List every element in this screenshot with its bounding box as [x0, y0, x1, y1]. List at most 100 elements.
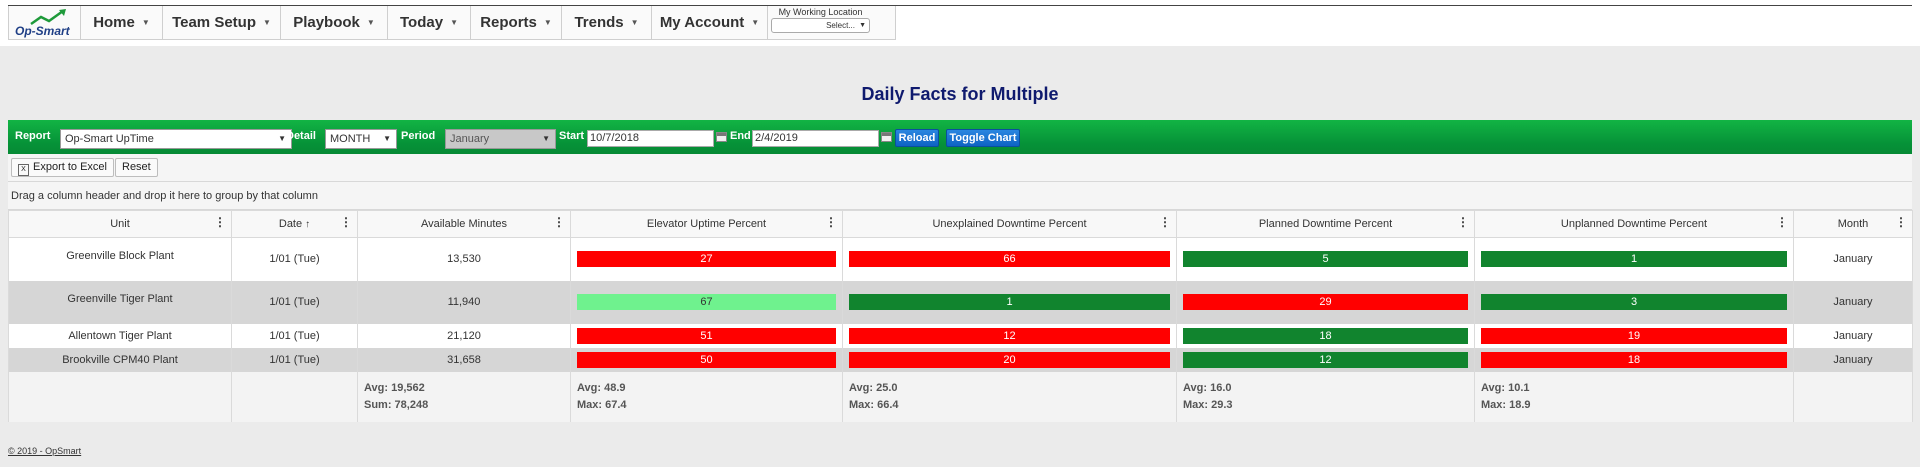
- cell-month: January: [1793, 280, 1913, 324]
- chevron-down-icon: ▼: [141, 18, 150, 27]
- column-header-uptime[interactable]: Elevator Uptime Percent ⋮: [570, 210, 843, 238]
- planned-bar: 29: [1183, 294, 1468, 310]
- column-header-label: Month: [1837, 218, 1869, 230]
- table-row[interactable]: Greenville Block Plant 1/01 (Tue) 13,530…: [8, 237, 1913, 281]
- nav-home[interactable]: Home ▼: [81, 6, 163, 39]
- unplanned-bar: 18: [1481, 351, 1787, 368]
- column-menu-icon[interactable]: ⋮: [340, 215, 352, 229]
- chevron-down-icon: ▼: [383, 134, 391, 143]
- chevron-down-icon: ▼: [366, 18, 375, 27]
- planned-bar: 18: [1183, 327, 1468, 344]
- column-header-label: Date: [278, 218, 303, 230]
- nav-trends[interactable]: Trends ▼: [562, 6, 652, 39]
- cell-unexplained: 1: [842, 280, 1177, 324]
- nav-team-setup[interactable]: Team Setup ▼: [163, 6, 281, 39]
- cell-unplanned: 18: [1474, 347, 1794, 372]
- calendar-icon[interactable]: [716, 132, 727, 142]
- calendar-icon[interactable]: [881, 132, 892, 142]
- column-menu-icon[interactable]: ⋮: [1776, 215, 1788, 229]
- aggregate-available-minutes: Avg: 19,562 Sum: 78,248: [357, 371, 571, 422]
- unexplained-bar: 12: [849, 327, 1170, 344]
- column-header-label: Planned Downtime Percent: [1258, 218, 1393, 230]
- column-header-label: Unexplained Downtime Percent: [932, 218, 1087, 230]
- nav-trends-label: Trends: [574, 14, 624, 31]
- column-menu-icon[interactable]: ⋮: [825, 215, 837, 229]
- column-header-label: Elevator Uptime Percent: [646, 218, 767, 230]
- aggregate-max: Max: 67.4: [577, 398, 627, 411]
- column-header-planned[interactable]: Planned Downtime Percent ⋮: [1176, 210, 1475, 238]
- nav-my-account-label: My Account: [659, 14, 745, 31]
- start-date-input[interactable]: 10/7/2018: [587, 130, 714, 147]
- top-border: [8, 5, 1912, 6]
- column-header-label: Unplanned Downtime Percent: [1560, 218, 1708, 230]
- cell-unexplained: 12: [842, 323, 1177, 348]
- column-header-unit[interactable]: Unit ⋮: [8, 210, 232, 238]
- report-select-value: Op-Smart UpTime: [65, 133, 154, 145]
- detail-select[interactable]: MONTH ▼: [325, 129, 397, 149]
- toggle-chart-button[interactable]: Toggle Chart: [946, 129, 1020, 147]
- header-row: Unit ⋮ Date ↑ ⋮ Available Minutes ⋮ Elevator…: [8, 210, 1913, 238]
- column-menu-icon[interactable]: ⋮: [553, 215, 565, 229]
- nav-playbook[interactable]: Playbook ▼: [281, 6, 388, 39]
- reset-button[interactable]: Reset: [115, 158, 158, 177]
- start-label: Start: [559, 130, 585, 142]
- main-navbar: Op-Smart Home ▼ Team Setup ▼ Playbook ▼ Tod…: [8, 6, 896, 40]
- column-header-label: Available Minutes: [420, 218, 507, 230]
- aggregate-max: Max: 66.4: [849, 398, 899, 411]
- column-header-unexplained[interactable]: Unexplained Downtime Percent ⋮: [842, 210, 1177, 238]
- page-title: Daily Facts for Multiple: [861, 84, 1059, 104]
- cell-uptime: 27: [570, 237, 843, 281]
- aggregate-cell-month: [1793, 371, 1913, 422]
- column-header-unplanned[interactable]: Unplanned Downtime Percent ⋮: [1474, 210, 1794, 238]
- cell-date: 1/01 (Tue): [231, 323, 358, 348]
- aggregate-avg: Avg: 25.0: [849, 381, 898, 394]
- export-excel-button[interactable]: X Export to Excel: [11, 158, 114, 177]
- column-menu-icon[interactable]: ⋮: [1159, 215, 1171, 229]
- nav-reports-label: Reports: [480, 14, 537, 31]
- column-header-available-minutes[interactable]: Available Minutes ⋮: [357, 210, 571, 238]
- cell-unit: Brookville CPM40 Plant: [8, 347, 232, 372]
- cell-unit: Allentown Tiger Plant: [8, 323, 232, 348]
- cell-uptime: 67: [570, 280, 843, 324]
- column-menu-icon[interactable]: ⋮: [1895, 215, 1907, 229]
- sort-ascending-icon: ↑: [305, 219, 311, 230]
- aggregate-sum: Sum: 78,248: [364, 398, 429, 411]
- cell-available-minutes: 31,658: [357, 347, 571, 372]
- column-header-date[interactable]: Date ↑ ⋮: [231, 210, 358, 238]
- nav-today-label: Today: [400, 14, 444, 31]
- end-date-input[interactable]: 2/4/2019: [752, 130, 879, 147]
- end-label: End: [730, 130, 751, 142]
- unplanned-bar: 3: [1481, 294, 1787, 310]
- chevron-down-icon: ▼: [859, 22, 866, 29]
- app-logo[interactable]: Op-Smart: [9, 6, 81, 39]
- working-location-value: Select...: [826, 21, 855, 30]
- report-select[interactable]: Op-Smart UpTime ▼: [60, 129, 292, 149]
- export-excel-label: Export to Excel: [33, 161, 107, 173]
- period-select[interactable]: January ▼: [445, 129, 556, 149]
- period-label: Period: [401, 130, 436, 142]
- nav-my-account[interactable]: My Account ▼: [652, 6, 768, 39]
- footer-copyright-link[interactable]: © 2019 - OpSmart: [8, 446, 82, 456]
- table-row[interactable]: Greenville Tiger Plant 1/01 (Tue) 11,940…: [8, 280, 1913, 324]
- aggregate-max: Max: 29.3: [1183, 398, 1233, 411]
- uptime-bar: 51: [577, 327, 836, 344]
- table-row[interactable]: Brookville CPM40 Plant 1/01 (Tue) 31,658…: [8, 347, 1913, 372]
- column-menu-icon[interactable]: ⋮: [214, 215, 226, 229]
- cell-unexplained: 66: [842, 237, 1177, 281]
- unplanned-bar: 1: [1481, 251, 1787, 268]
- nav-reports[interactable]: Reports ▼: [471, 6, 562, 39]
- detail-label: Detail: [286, 130, 316, 142]
- aggregate-uptime: Avg: 48.9 Max: 67.4: [570, 371, 843, 422]
- aggregate-cell-date: [231, 371, 358, 422]
- nav-today[interactable]: Today ▼: [388, 6, 471, 39]
- nav-home-label: Home: [93, 14, 135, 31]
- group-drop-area[interactable]: Drag a column header and drop it here to…: [8, 182, 1912, 210]
- table-row[interactable]: Allentown Tiger Plant 1/01 (Tue) 21,120 …: [8, 323, 1913, 348]
- working-location-label: My Working Location: [778, 7, 863, 17]
- uptime-bar: 27: [577, 251, 836, 268]
- working-location-select[interactable]: Select... ▼: [771, 18, 870, 33]
- cell-month: January: [1793, 323, 1913, 348]
- column-header-month[interactable]: Month ⋮: [1793, 210, 1913, 238]
- reload-button[interactable]: Reload: [895, 129, 939, 147]
- column-menu-icon[interactable]: ⋮: [1457, 215, 1469, 229]
